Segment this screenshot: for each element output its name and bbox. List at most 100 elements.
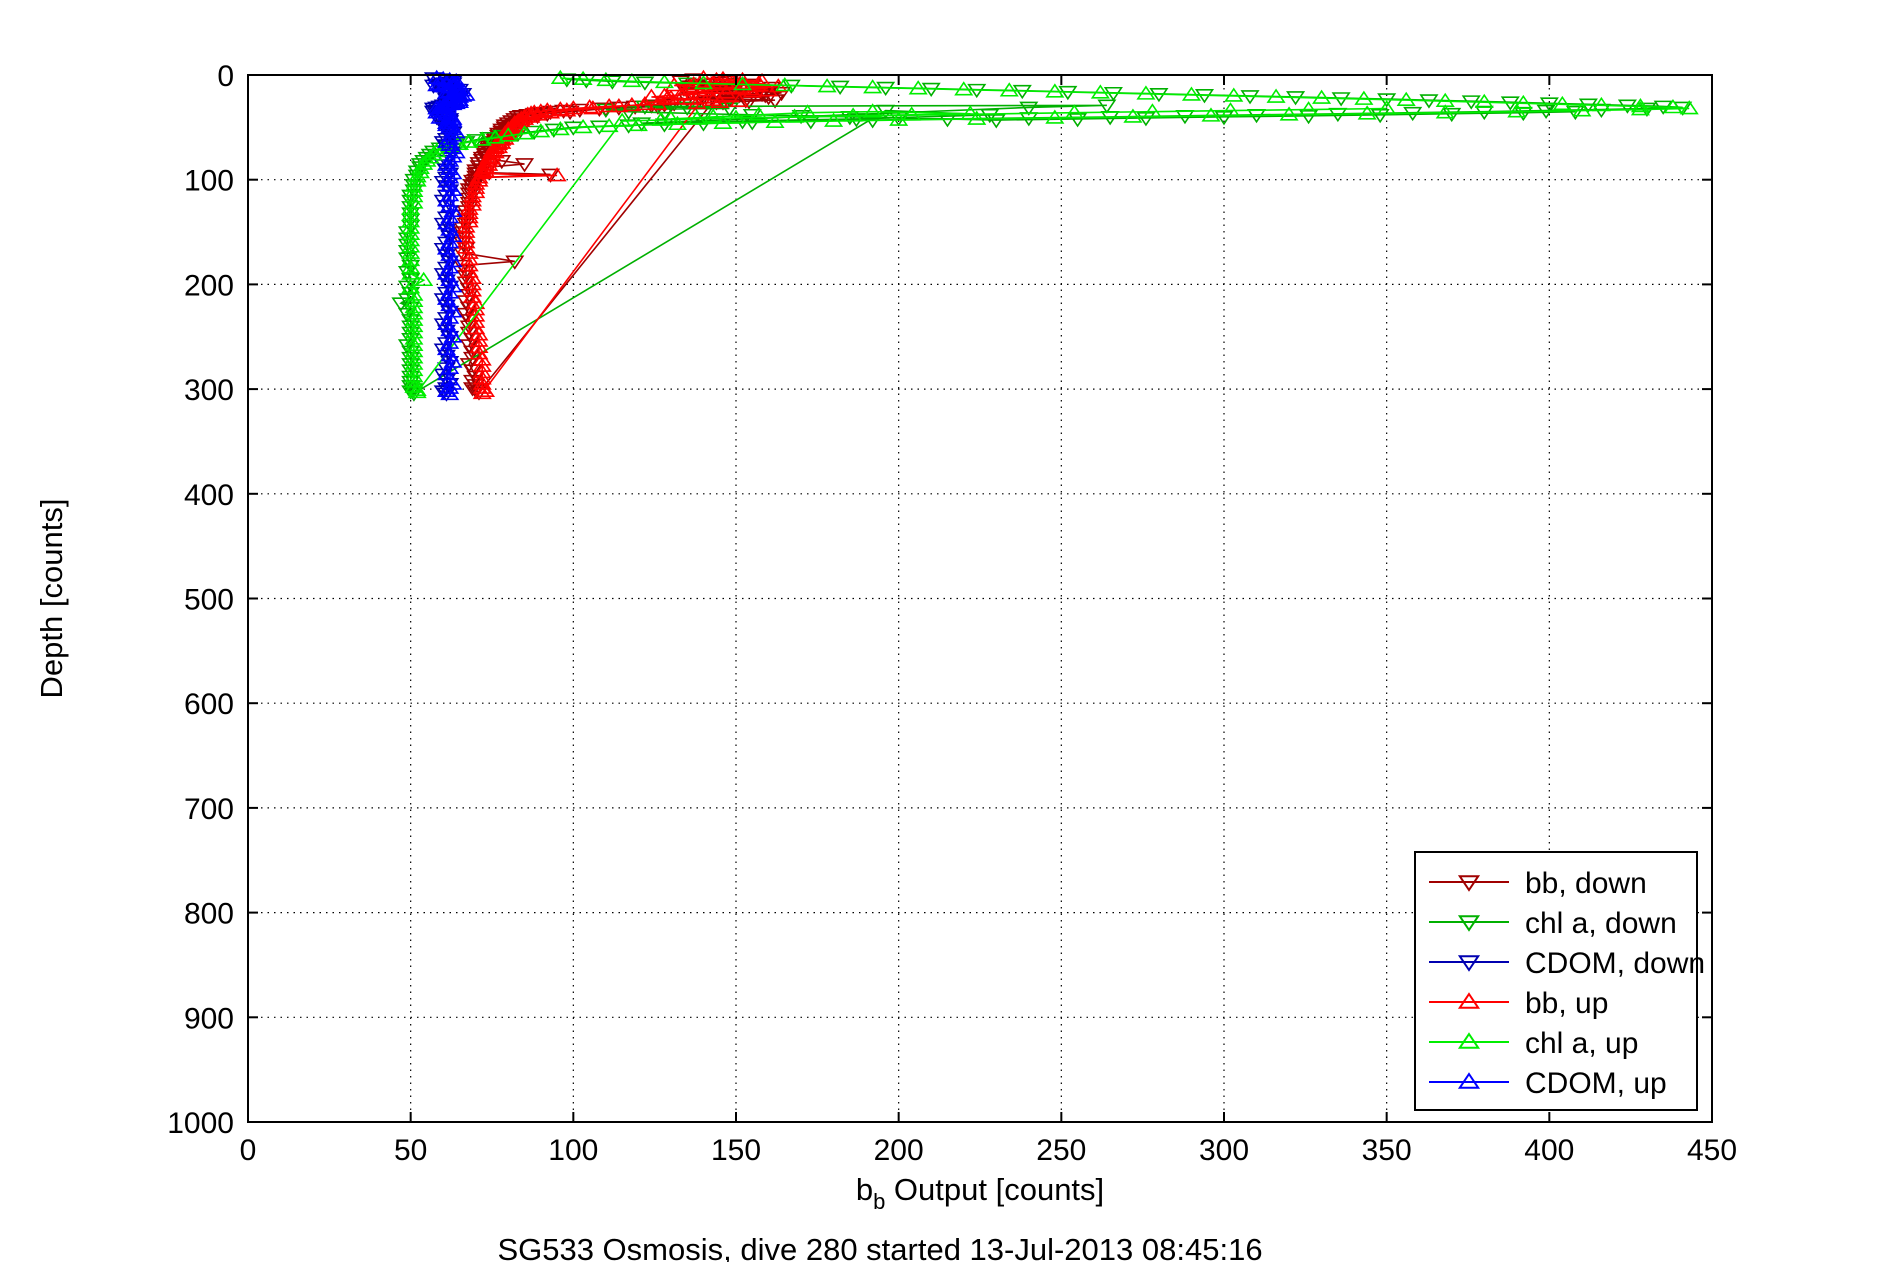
data-marker	[635, 95, 655, 111]
data-marker	[1181, 86, 1202, 101]
legend-marker-icon	[1457, 992, 1481, 1009]
x-axis-label: bb Output [counts]	[856, 1172, 1104, 1214]
data-marker	[423, 146, 443, 161]
data-marker	[817, 78, 837, 93]
data-marker	[1123, 108, 1143, 123]
legend-item-0[interactable]: bb, down	[1429, 867, 1647, 900]
legend-marker-icon	[1457, 875, 1481, 892]
data-marker	[462, 188, 483, 203]
data-marker	[1299, 109, 1319, 125]
data-marker	[449, 91, 470, 106]
data-marker	[401, 238, 421, 253]
data-marker	[710, 93, 730, 109]
data-marker	[1591, 96, 1611, 112]
data-marker	[459, 257, 479, 272]
data-marker	[732, 75, 753, 91]
data-marker	[622, 96, 642, 112]
data-marker	[456, 218, 476, 233]
data-marker	[1201, 107, 1221, 122]
data-marker	[485, 129, 505, 144]
legend-label: CDOM, down	[1525, 947, 1705, 980]
data-marker	[1679, 100, 1699, 115]
legend-item-4[interactable]: chl a, up	[1429, 1027, 1638, 1060]
data-marker	[1019, 101, 1039, 116]
data-marker	[459, 208, 479, 224]
legend-item-3[interactable]: bb, up	[1429, 987, 1608, 1020]
legend-label: chl a, up	[1525, 1027, 1638, 1060]
data-marker	[475, 382, 496, 398]
data-marker	[651, 111, 671, 126]
series-4	[401, 69, 1699, 399]
data-marker	[514, 125, 535, 140]
data-marker	[619, 105, 639, 121]
legend-marker-icon	[1457, 1032, 1481, 1049]
data-marker	[609, 97, 629, 113]
series-line	[409, 77, 1690, 395]
x-tick-label: 250	[1036, 1134, 1086, 1167]
data-marker	[1572, 102, 1592, 117]
data-marker	[459, 204, 479, 220]
legend-item-1[interactable]: chl a, down	[1429, 907, 1677, 940]
y-tick-label: 800	[184, 898, 234, 931]
data-marker	[632, 117, 652, 132]
data-marker	[1630, 97, 1650, 113]
data-marker	[999, 82, 1019, 97]
data-marker	[407, 381, 427, 396]
data-marker	[1552, 95, 1572, 111]
data-marker	[706, 71, 727, 87]
data-marker	[1312, 89, 1332, 104]
data-marker	[430, 75, 450, 91]
data-marker	[1090, 84, 1110, 99]
data-marker	[1630, 101, 1650, 116]
data-marker	[612, 112, 632, 127]
data-marker	[1442, 107, 1462, 123]
data-marker	[771, 86, 792, 102]
data-marker	[674, 85, 694, 100]
data-marker	[446, 75, 466, 91]
data-marker	[472, 131, 492, 146]
legend-item-5[interactable]: CDOM, up	[1429, 1067, 1667, 1100]
data-marker	[1377, 100, 1397, 115]
data-marker	[401, 251, 421, 267]
data-marker	[954, 81, 974, 96]
data-marker	[446, 124, 466, 139]
data-marker	[456, 86, 476, 101]
y-tick-label: 0	[217, 60, 234, 93]
axis-titles: bb Output [counts] Depth [counts] SG533 Os…	[34, 499, 1263, 1262]
data-marker	[436, 133, 457, 148]
legend-marker-icon	[1457, 1072, 1481, 1089]
data-marker	[469, 338, 489, 354]
data-marker	[635, 76, 655, 91]
legend-marker-icon	[1457, 915, 1481, 932]
data-marker	[1370, 108, 1390, 124]
data-marker	[765, 113, 785, 128]
data-marker	[824, 112, 844, 127]
y-tick-label: 100	[184, 165, 234, 198]
data-marker	[1279, 106, 1299, 121]
data-marker	[863, 103, 883, 118]
data-marker	[440, 130, 460, 145]
data-marker	[1513, 94, 1533, 110]
data-marker	[407, 383, 427, 399]
legend-item-2[interactable]: CDOM, down	[1429, 947, 1705, 980]
data-marker	[401, 265, 421, 280]
data-marker	[404, 177, 424, 192]
y-tick-label: 400	[184, 479, 234, 512]
data-marker	[732, 71, 753, 87]
data-marker	[420, 149, 440, 164]
data-marker	[703, 108, 723, 123]
data-marker	[511, 112, 531, 127]
data-marker	[641, 88, 661, 103]
data-marker	[622, 72, 642, 88]
data-marker	[1565, 105, 1585, 121]
data-marker	[719, 102, 740, 117]
x-tick-label: 300	[1199, 1134, 1249, 1167]
y-tick-label: 300	[184, 374, 234, 407]
data-marker	[498, 127, 518, 142]
data-marker	[697, 82, 717, 97]
data-marker	[443, 95, 463, 111]
data-marker	[602, 75, 622, 90]
data-marker	[1097, 99, 1117, 114]
data-marker	[960, 105, 980, 120]
